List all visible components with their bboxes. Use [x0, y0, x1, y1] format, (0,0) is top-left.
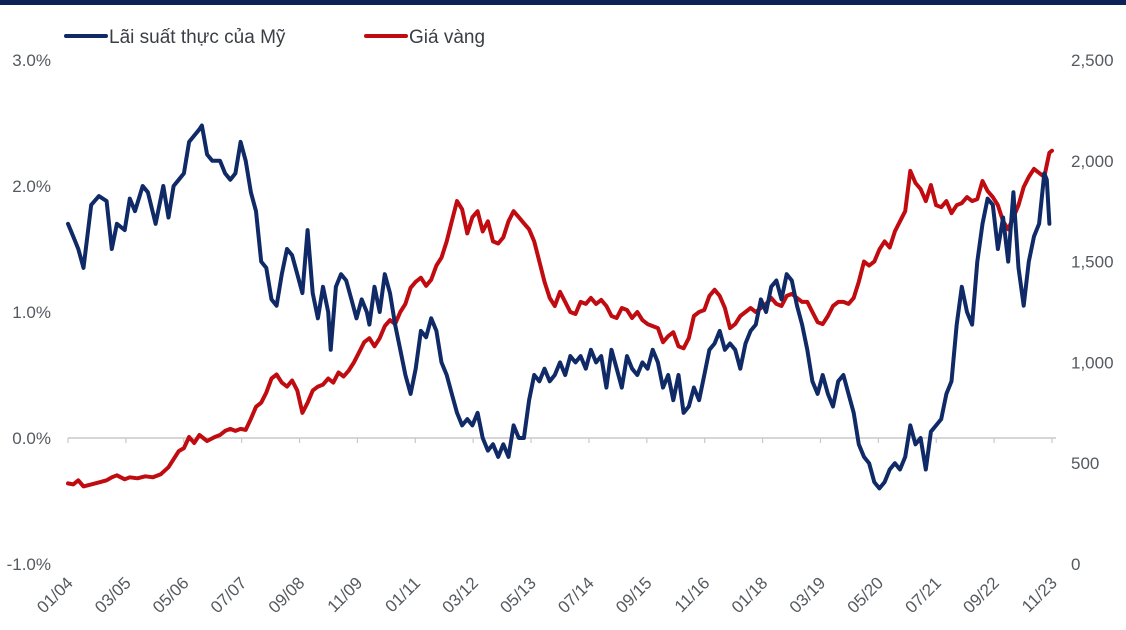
- left-tick-label: 1.0%: [12, 303, 51, 322]
- right-y-axis: 0 500 1,000 1,500 2,000 2,500: [1071, 51, 1114, 574]
- right-tick-label: 2,500: [1071, 51, 1114, 70]
- series-line-gold-price: [66, 148, 1054, 489]
- x-tick-label: 11/16: [671, 573, 714, 616]
- x-tick-label: 09/15: [612, 573, 656, 617]
- x-tick-label: 07/14: [554, 573, 598, 617]
- x-tick-label: 11/23: [1018, 573, 1061, 616]
- x-tick-label: 03/19: [786, 573, 830, 617]
- legend: Lãi suất thực của Mỹ Giá vàng: [64, 27, 485, 48]
- left-tick-label: -1.0%: [7, 555, 51, 574]
- right-tick-label: 2,000: [1071, 152, 1114, 171]
- x-tick-label: 11/09: [324, 573, 367, 616]
- x-tick-label: 07/21: [902, 573, 946, 617]
- x-tick-label: 05/13: [496, 573, 540, 617]
- top-accent-bar: [0, 0, 1126, 5]
- x-tick-label: 01/04: [33, 573, 77, 617]
- left-tick-label: 3.0%: [12, 51, 51, 70]
- x-tick-label: 09/22: [959, 573, 1003, 617]
- left-tick-label: 2.0%: [12, 177, 51, 196]
- x-tick-label: 01/11: [381, 573, 424, 616]
- x-tick-label: 09/08: [265, 573, 309, 617]
- right-tick-label: 0: [1071, 555, 1080, 574]
- legend-label: Giá vàng: [409, 27, 485, 48]
- left-y-axis: -1.0% 0.0% 1.0% 2.0% 3.0%: [7, 51, 51, 574]
- right-tick-label: 1,500: [1071, 253, 1114, 272]
- right-tick-label: 500: [1071, 454, 1099, 473]
- left-tick-label: 0.0%: [12, 429, 51, 448]
- legend-label: Lãi suất thực của Mỹ: [109, 27, 286, 48]
- series-line-real-rate: [66, 123, 1052, 491]
- x-axis: 01/04 03/05 05/06 07/07 09/08 11/09 01/11 03/12…: [33, 437, 1061, 617]
- x-tick-label: 05/20: [844, 573, 888, 617]
- x-tick-label: 03/12: [438, 573, 482, 617]
- series-layer: [66, 123, 1054, 491]
- x-tick-label: 07/07: [207, 573, 251, 617]
- x-tick-label: 05/06: [149, 573, 193, 617]
- right-tick-label: 1,000: [1071, 353, 1114, 372]
- x-tick-label: 01/18: [728, 573, 772, 617]
- x-tick-label: 03/05: [91, 573, 135, 617]
